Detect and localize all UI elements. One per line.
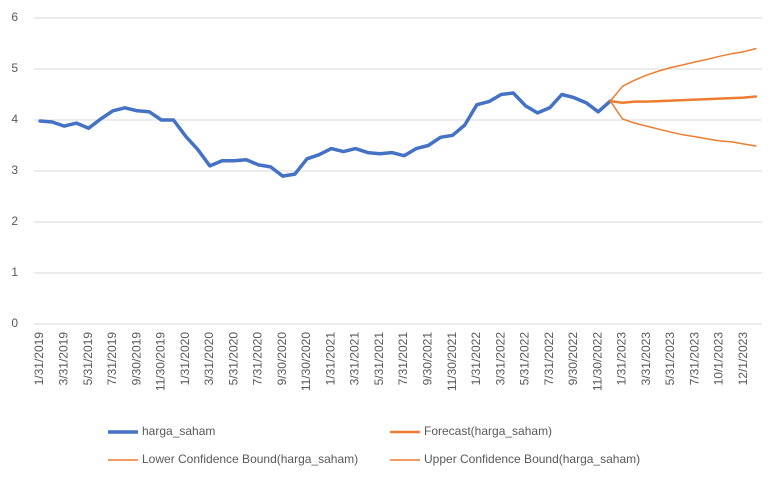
x-tick-label: 12/1/2023	[736, 332, 750, 386]
x-tick-label: 5/31/2021	[372, 332, 386, 386]
x-tick-label: 11/30/2019	[154, 332, 168, 391]
x-tick-label: 3/31/2023	[639, 332, 653, 386]
legend-label: Upper Confidence Bound(harga_saham)	[424, 452, 640, 466]
y-tick-label: 1	[11, 265, 18, 279]
y-tick-label: 4	[11, 112, 18, 126]
x-tick-label: 7/31/2022	[542, 332, 556, 386]
x-tick-label: 9/30/2020	[275, 332, 289, 386]
x-tick-label: 1/31/2019	[32, 332, 46, 386]
x-tick-label: 7/31/2019	[105, 332, 119, 386]
y-tick-label: 6	[11, 10, 18, 24]
x-tick-label: 5/31/2019	[81, 332, 95, 386]
x-tick-label: 7/31/2020	[251, 332, 265, 386]
x-tick-label: 1/31/2021	[323, 332, 337, 386]
y-tick-label: 0	[11, 316, 18, 330]
y-tick-label: 5	[11, 61, 18, 75]
x-tick-label: 7/31/2021	[396, 332, 410, 386]
x-tick-label: 9/30/2021	[421, 332, 435, 386]
x-tick-label: 5/31/2023	[663, 332, 677, 386]
x-tick-label: 7/31/2023	[687, 332, 701, 386]
legend-label: harga_saham	[142, 424, 215, 438]
y-tick-label: 3	[11, 163, 18, 177]
series-line	[38, 91, 613, 178]
x-tick-label: 1/31/2020	[178, 332, 192, 386]
legend-label: Forecast(harga_saham)	[424, 424, 552, 438]
x-tick-label: 10/1/2023	[712, 332, 726, 386]
x-tick-label: 11/30/2021	[445, 332, 459, 391]
x-tick-label: 1/31/2023	[615, 332, 629, 386]
x-tick-label: 11/30/2020	[299, 332, 313, 391]
x-tick-label: 9/30/2019	[129, 332, 143, 386]
x-tick-label: 5/31/2020	[226, 332, 240, 386]
series-line	[609, 47, 757, 102]
x-tick-label: 5/31/2022	[518, 332, 532, 386]
series-line	[609, 95, 758, 104]
x-tick-label: 9/30/2022	[566, 332, 580, 386]
x-tick-label: 3/31/2021	[348, 332, 362, 386]
y-tick-label: 2	[11, 214, 18, 228]
x-tick-label: 11/30/2022	[590, 332, 604, 391]
x-tick-label: 3/31/2022	[493, 332, 507, 386]
x-tick-label: 3/31/2019	[57, 332, 71, 386]
series-line	[609, 100, 757, 147]
x-tick-label: 1/31/2022	[469, 332, 483, 386]
legend-label: Lower Confidence Bound(harga_saham)	[142, 452, 358, 466]
x-tick-label: 3/31/2020	[202, 332, 216, 386]
